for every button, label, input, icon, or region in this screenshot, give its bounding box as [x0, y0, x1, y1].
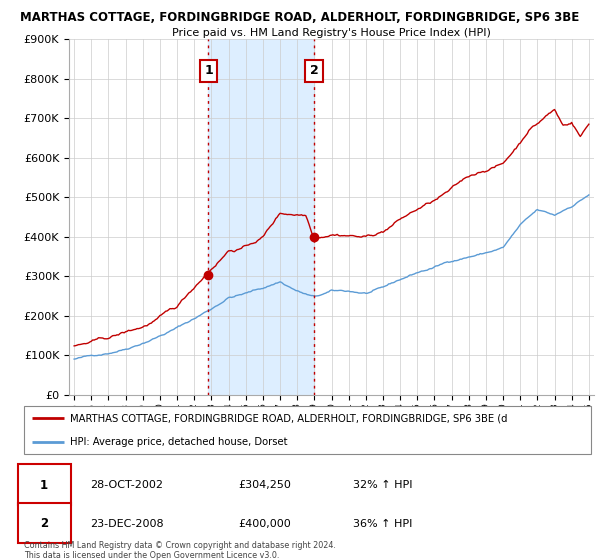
Text: HPI: Average price, detached house, Dorset: HPI: Average price, detached house, Dors…	[70, 436, 287, 446]
Text: MARTHAS COTTAGE, FORDINGBRIDGE ROAD, ALDERHOLT, FORDINGBRIDGE, SP6 3BE: MARTHAS COTTAGE, FORDINGBRIDGE ROAD, ALD…	[20, 11, 580, 24]
Bar	[208, 39, 314, 395]
Text: £304,250: £304,250	[239, 480, 292, 491]
FancyBboxPatch shape	[18, 502, 71, 543]
FancyBboxPatch shape	[18, 464, 71, 505]
Title: Price paid vs. HM Land Registry's House Price Index (HPI): Price paid vs. HM Land Registry's House …	[172, 29, 491, 39]
FancyBboxPatch shape	[24, 406, 590, 454]
Text: 36% ↑ HPI: 36% ↑ HPI	[353, 519, 413, 529]
Text: 2: 2	[310, 64, 319, 77]
Text: Contains HM Land Registry data © Crown copyright and database right 2024.
This d: Contains HM Land Registry data © Crown c…	[24, 540, 336, 560]
Text: 23-DEC-2008: 23-DEC-2008	[90, 519, 163, 529]
Text: 2: 2	[40, 517, 48, 530]
Text: 28-OCT-2002: 28-OCT-2002	[90, 480, 163, 491]
Text: 1: 1	[40, 479, 48, 492]
Text: 32% ↑ HPI: 32% ↑ HPI	[353, 480, 413, 491]
Text: MARTHAS COTTAGE, FORDINGBRIDGE ROAD, ALDERHOLT, FORDINGBRIDGE, SP6 3BE (d: MARTHAS COTTAGE, FORDINGBRIDGE ROAD, ALD…	[70, 413, 507, 423]
Text: 1: 1	[204, 64, 213, 77]
Text: £400,000: £400,000	[239, 519, 292, 529]
